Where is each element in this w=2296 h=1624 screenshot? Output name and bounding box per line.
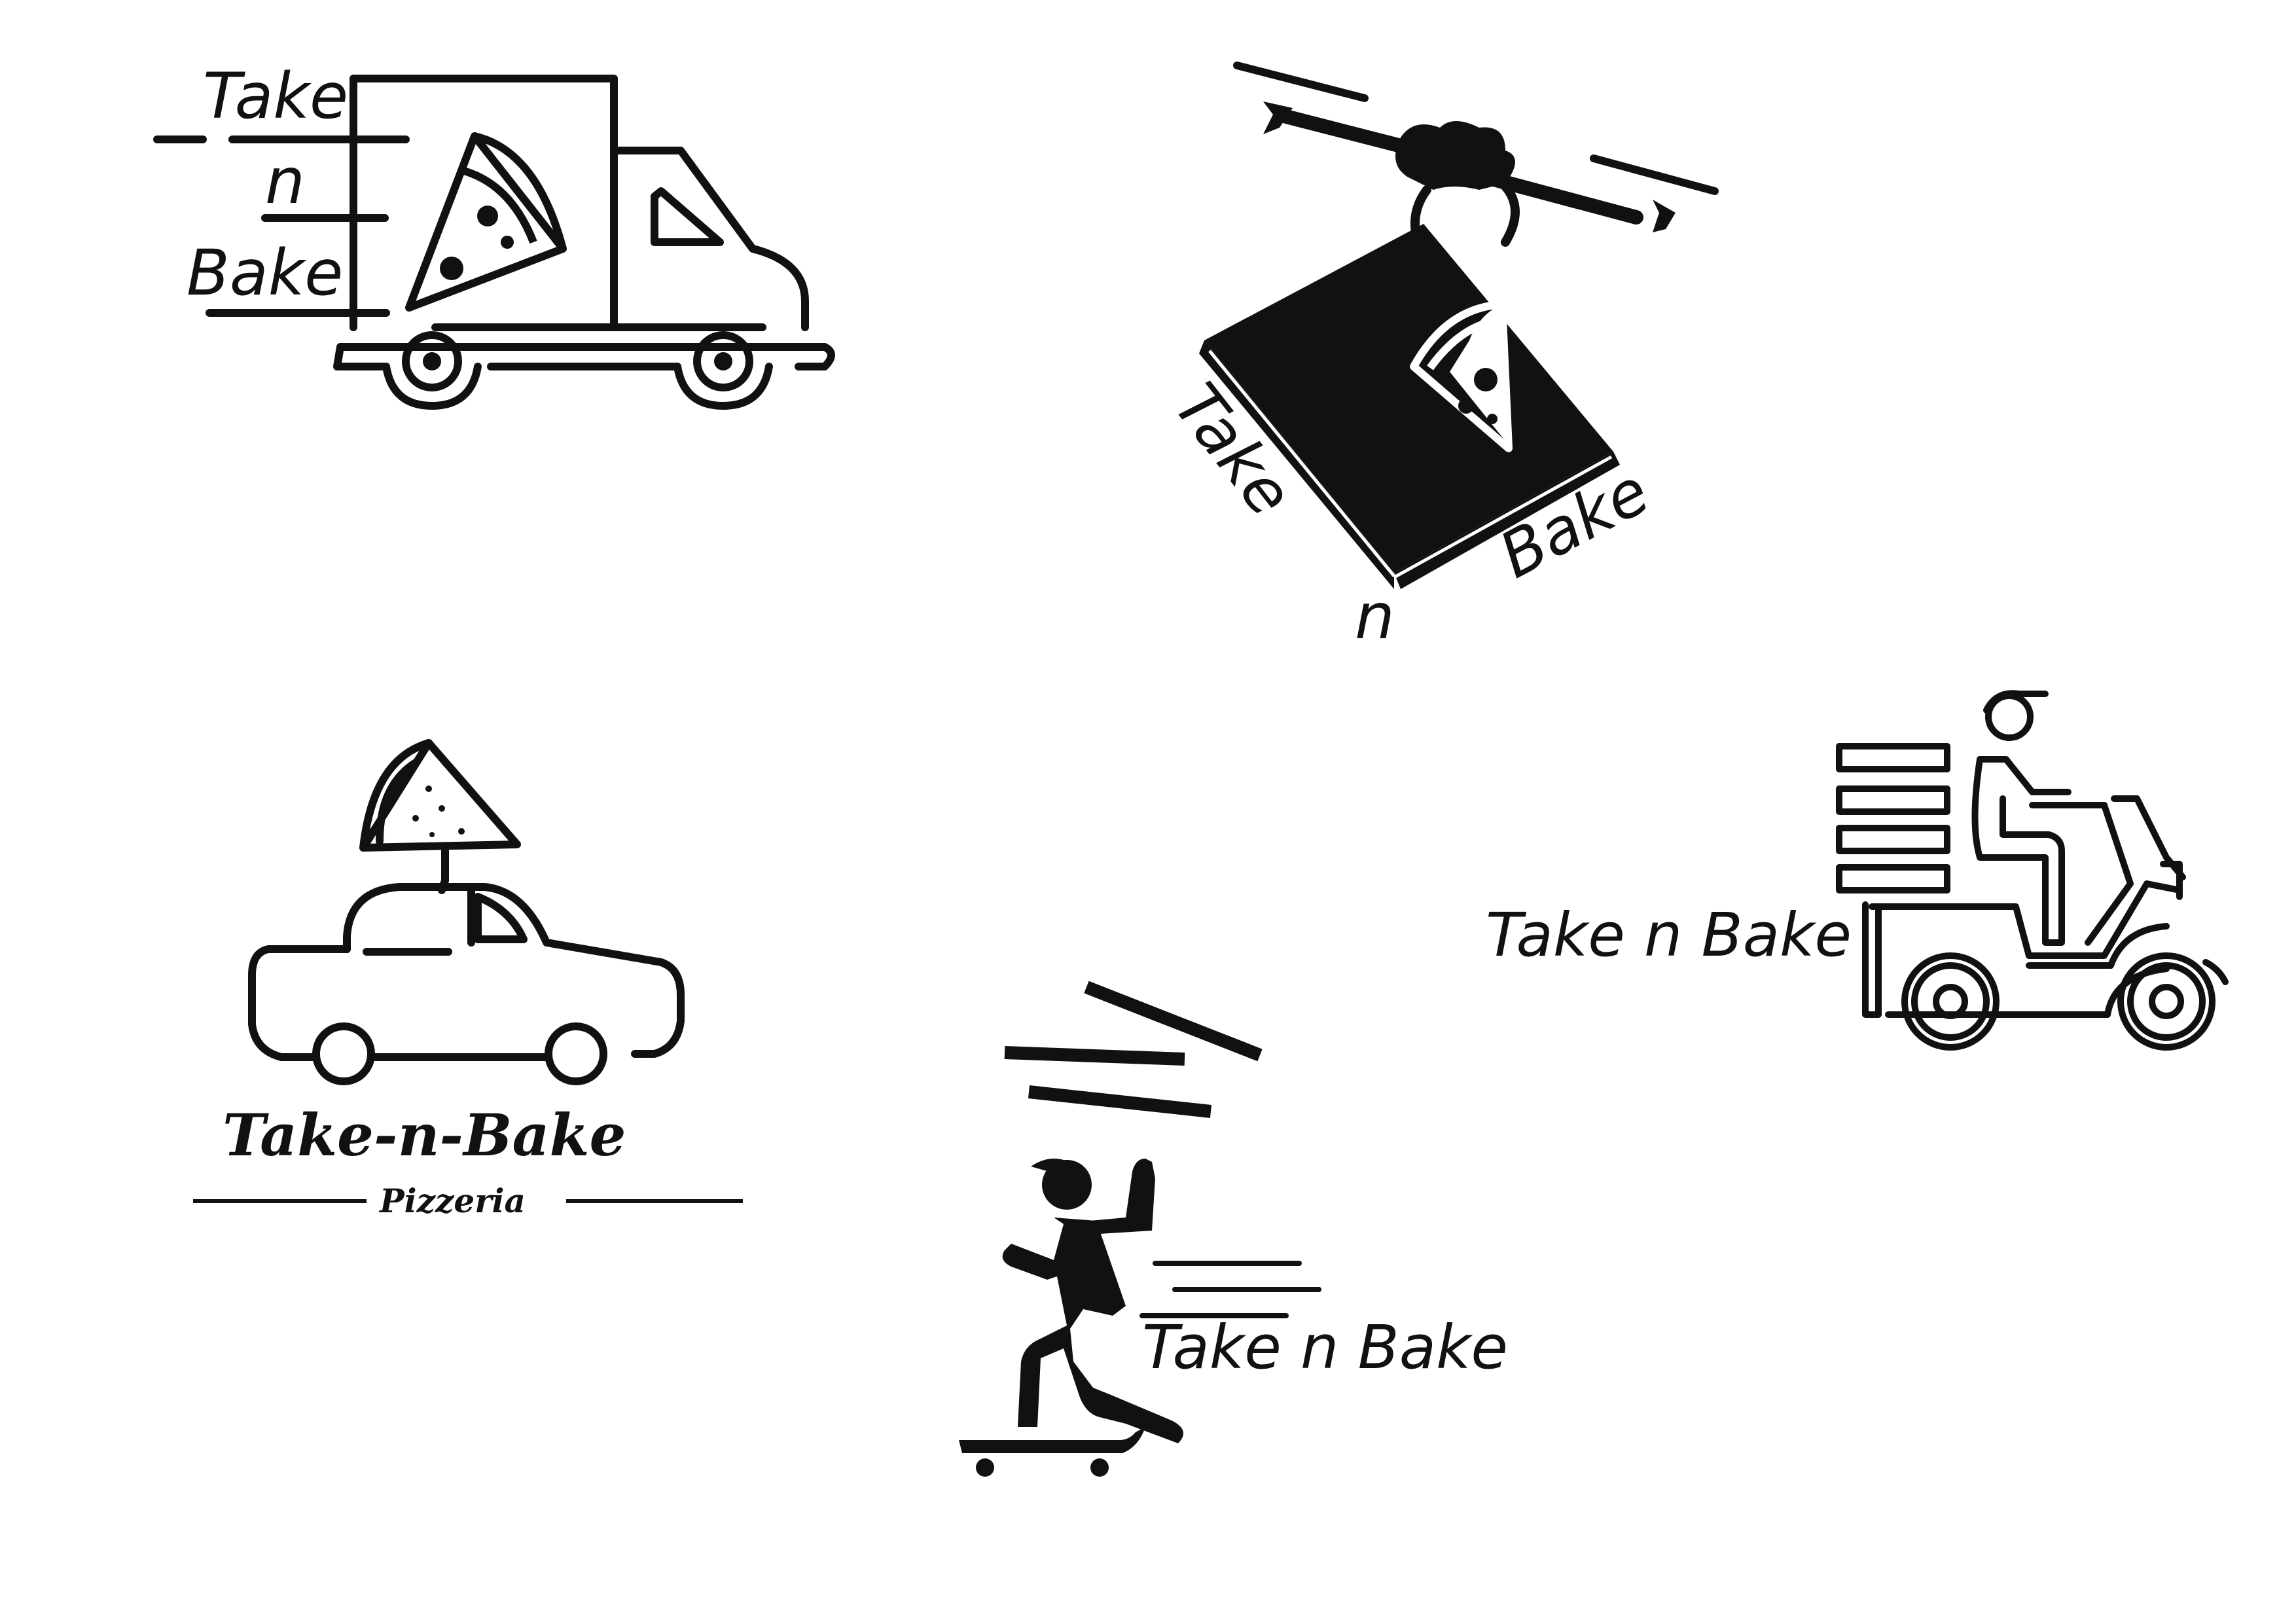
scooter-icon: Take n Bake	[1486, 690, 2229, 1051]
skater-icon: Take n Bake	[959, 981, 1508, 1477]
car-icon: Take-n-Bake Pizzeria	[193, 739, 743, 1220]
truck-n-text: n	[265, 145, 305, 218]
scooter-logo: Take n Bake	[1486, 668, 2232, 1074]
skater-wordmark-text: Take n Bake	[1142, 1312, 1508, 1382]
car-wordmark-text: Take-n-Bake	[223, 1101, 626, 1169]
drone-n-text: n	[1355, 580, 1395, 653]
drone-logo: Take n Bake	[1139, 52, 1780, 668]
skater-logo: Take n Bake	[956, 969, 1518, 1545]
truck-take-text: Take	[203, 60, 348, 133]
car-logo: Take-n-Bake Pizzeria	[183, 727, 772, 1237]
car-tagline-text: Pizzeria	[378, 1182, 526, 1220]
scooter-wordmark-text: Take n Bake	[1486, 900, 1852, 970]
truck-logo: Take n Bake	[144, 52, 864, 432]
truck-icon: Take n Bake	[153, 60, 835, 410]
truck-bake-text: Bake	[187, 236, 343, 310]
drone-icon: Take n Bake	[1160, 62, 1719, 653]
